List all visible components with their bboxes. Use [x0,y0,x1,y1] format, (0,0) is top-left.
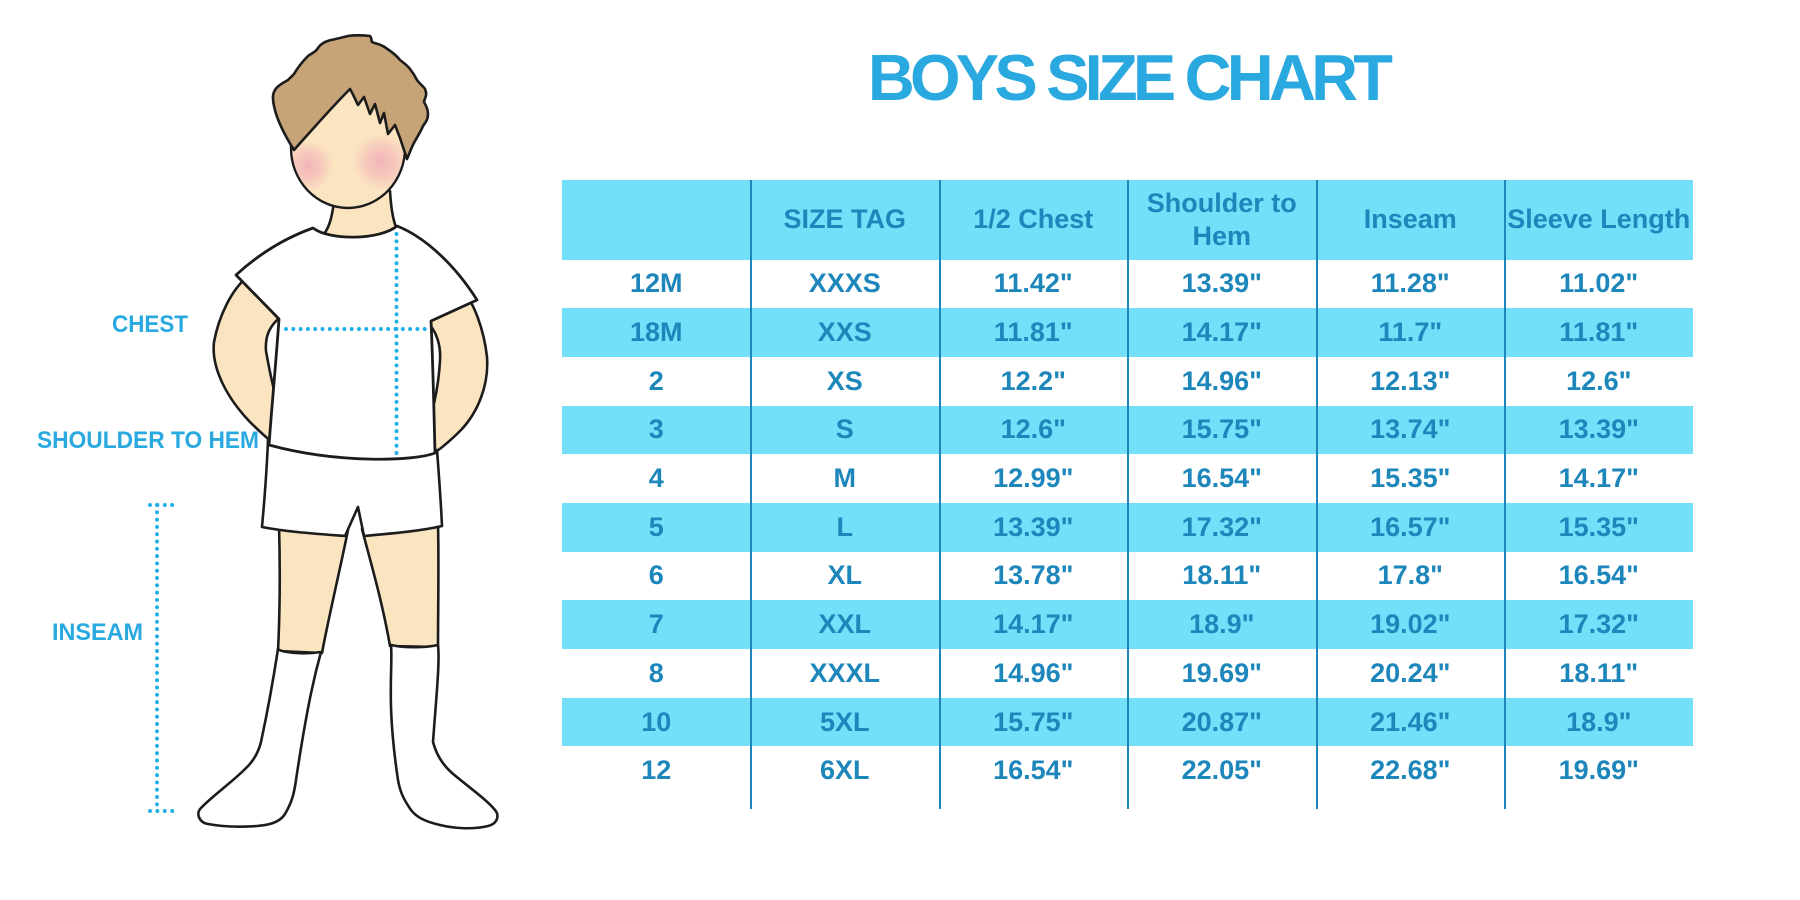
svg-text:INSEAM: INSEAM [52,619,143,646]
svg-text:CHEST: CHEST [112,311,188,338]
svg-text:SHOULDER TO HEM: SHOULDER TO HEM [37,427,259,454]
